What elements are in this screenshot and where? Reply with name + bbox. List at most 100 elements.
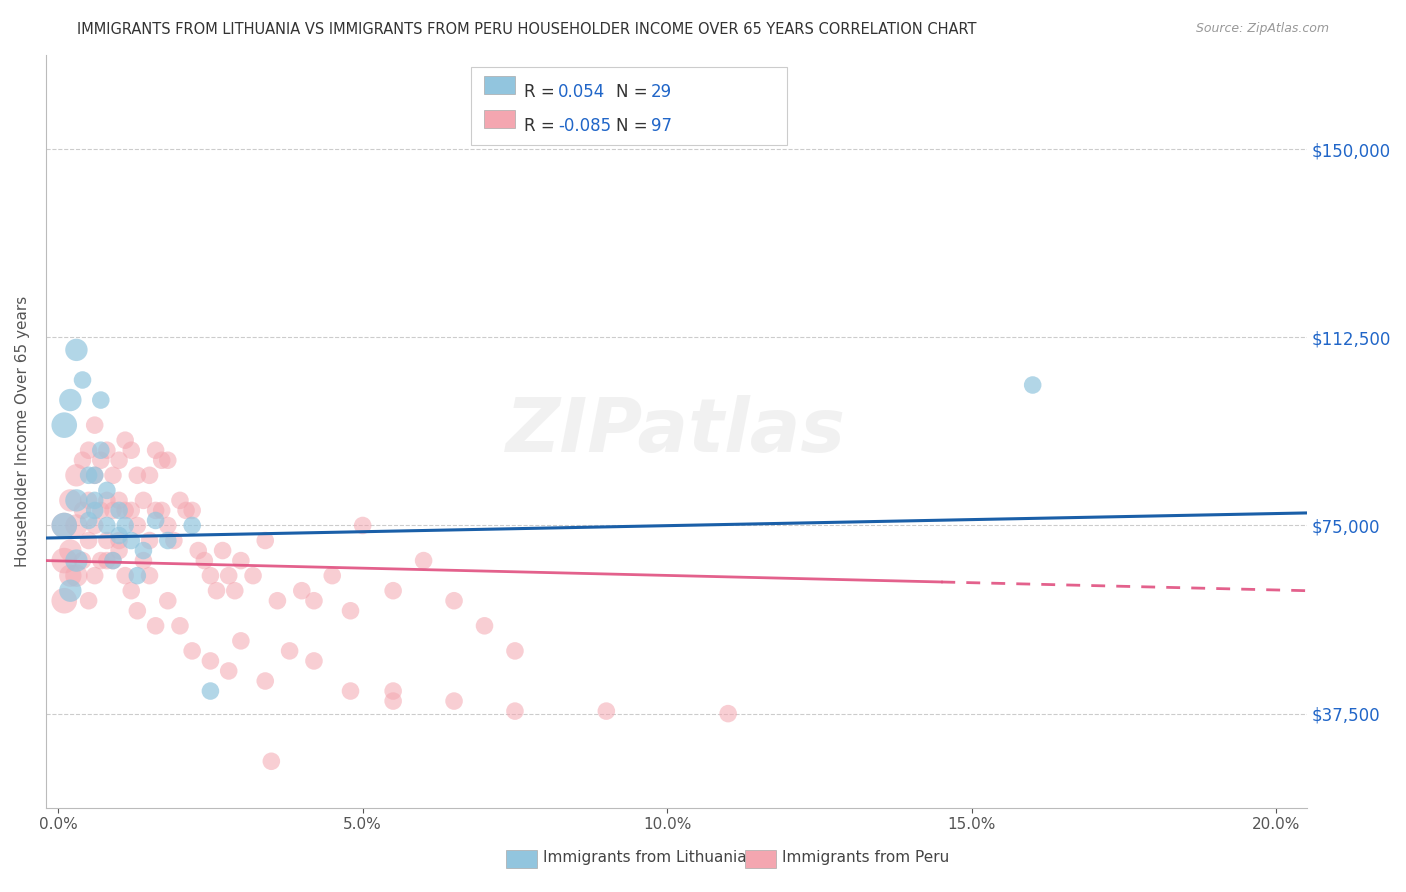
Point bbox=[72, 453, 94, 467]
Point bbox=[65, 493, 87, 508]
Point bbox=[83, 493, 105, 508]
Text: -0.085: -0.085 bbox=[558, 117, 612, 135]
Point bbox=[83, 503, 105, 517]
Point bbox=[53, 418, 76, 433]
Point bbox=[77, 443, 100, 458]
Point bbox=[169, 619, 191, 633]
Point bbox=[90, 392, 112, 407]
Point bbox=[96, 553, 118, 567]
Point bbox=[59, 493, 82, 508]
Point bbox=[132, 543, 155, 558]
Point bbox=[503, 644, 526, 658]
Text: 97: 97 bbox=[651, 117, 672, 135]
Point bbox=[72, 553, 94, 567]
Point bbox=[382, 684, 405, 698]
Point bbox=[145, 503, 167, 517]
Point bbox=[382, 694, 405, 708]
Point bbox=[229, 553, 252, 567]
Point bbox=[108, 543, 131, 558]
Text: IMMIGRANTS FROM LITHUANIA VS IMMIGRANTS FROM PERU HOUSEHOLDER INCOME OVER 65 YEA: IMMIGRANTS FROM LITHUANIA VS IMMIGRANTS … bbox=[77, 22, 977, 37]
Point bbox=[77, 513, 100, 527]
Point bbox=[65, 518, 87, 533]
Point bbox=[339, 604, 361, 618]
Point bbox=[108, 453, 131, 467]
Point bbox=[108, 503, 131, 517]
Point bbox=[200, 684, 222, 698]
Point bbox=[108, 493, 131, 508]
Point bbox=[339, 684, 361, 698]
Point bbox=[132, 493, 155, 508]
Point bbox=[443, 694, 465, 708]
Point bbox=[187, 543, 209, 558]
Point bbox=[127, 518, 149, 533]
Point bbox=[181, 503, 204, 517]
Point bbox=[65, 568, 87, 582]
Point bbox=[101, 468, 124, 483]
Point bbox=[145, 443, 167, 458]
Point bbox=[101, 553, 124, 567]
Point bbox=[90, 503, 112, 517]
Text: Immigrants from Lithuania: Immigrants from Lithuania bbox=[543, 850, 747, 865]
Text: R =: R = bbox=[524, 83, 561, 101]
Point bbox=[114, 568, 136, 582]
Point bbox=[266, 593, 288, 607]
Point bbox=[156, 593, 179, 607]
Point bbox=[108, 528, 131, 542]
Point bbox=[53, 593, 76, 607]
Text: 0.054: 0.054 bbox=[558, 83, 606, 101]
Point bbox=[163, 533, 186, 548]
Point bbox=[174, 503, 197, 517]
Point bbox=[120, 583, 142, 598]
Point bbox=[260, 754, 283, 768]
Point bbox=[96, 518, 118, 533]
Point bbox=[205, 583, 228, 598]
Point bbox=[156, 533, 179, 548]
Point bbox=[114, 503, 136, 517]
Point bbox=[90, 553, 112, 567]
Point bbox=[127, 604, 149, 618]
Point bbox=[229, 633, 252, 648]
Point bbox=[83, 468, 105, 483]
Point bbox=[242, 568, 264, 582]
Point bbox=[96, 533, 118, 548]
Point bbox=[717, 706, 740, 721]
Point bbox=[218, 664, 240, 678]
Point bbox=[211, 543, 233, 558]
Point bbox=[77, 493, 100, 508]
Point bbox=[145, 619, 167, 633]
Point bbox=[181, 644, 204, 658]
Point bbox=[108, 533, 131, 548]
Point bbox=[127, 568, 149, 582]
Point bbox=[72, 503, 94, 517]
Point bbox=[72, 373, 94, 387]
Point bbox=[145, 513, 167, 527]
Point bbox=[224, 583, 246, 598]
Point bbox=[83, 518, 105, 533]
Point bbox=[65, 343, 87, 357]
Point bbox=[83, 418, 105, 433]
Point bbox=[352, 518, 374, 533]
Point bbox=[156, 518, 179, 533]
Point bbox=[193, 553, 215, 567]
Point bbox=[503, 704, 526, 718]
Point bbox=[132, 553, 155, 567]
Text: 29: 29 bbox=[651, 83, 672, 101]
Point bbox=[120, 503, 142, 517]
Point bbox=[114, 433, 136, 447]
Point bbox=[181, 518, 204, 533]
Point bbox=[120, 443, 142, 458]
Point bbox=[59, 543, 82, 558]
Point bbox=[53, 518, 76, 533]
Point bbox=[53, 518, 76, 533]
Text: Source: ZipAtlas.com: Source: ZipAtlas.com bbox=[1195, 22, 1329, 36]
Point bbox=[218, 568, 240, 582]
Point bbox=[96, 443, 118, 458]
Point bbox=[474, 619, 496, 633]
Point bbox=[138, 533, 160, 548]
Point bbox=[83, 568, 105, 582]
Point bbox=[90, 453, 112, 467]
Point bbox=[169, 493, 191, 508]
Point bbox=[156, 453, 179, 467]
Point bbox=[1021, 378, 1043, 392]
Point bbox=[291, 583, 314, 598]
